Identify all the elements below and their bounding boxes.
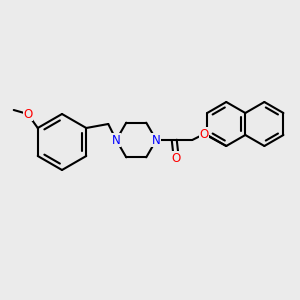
Text: O: O xyxy=(172,152,181,164)
Text: N: N xyxy=(152,134,161,146)
Text: N: N xyxy=(112,134,121,146)
Text: O: O xyxy=(200,128,209,140)
Text: O: O xyxy=(23,107,32,121)
